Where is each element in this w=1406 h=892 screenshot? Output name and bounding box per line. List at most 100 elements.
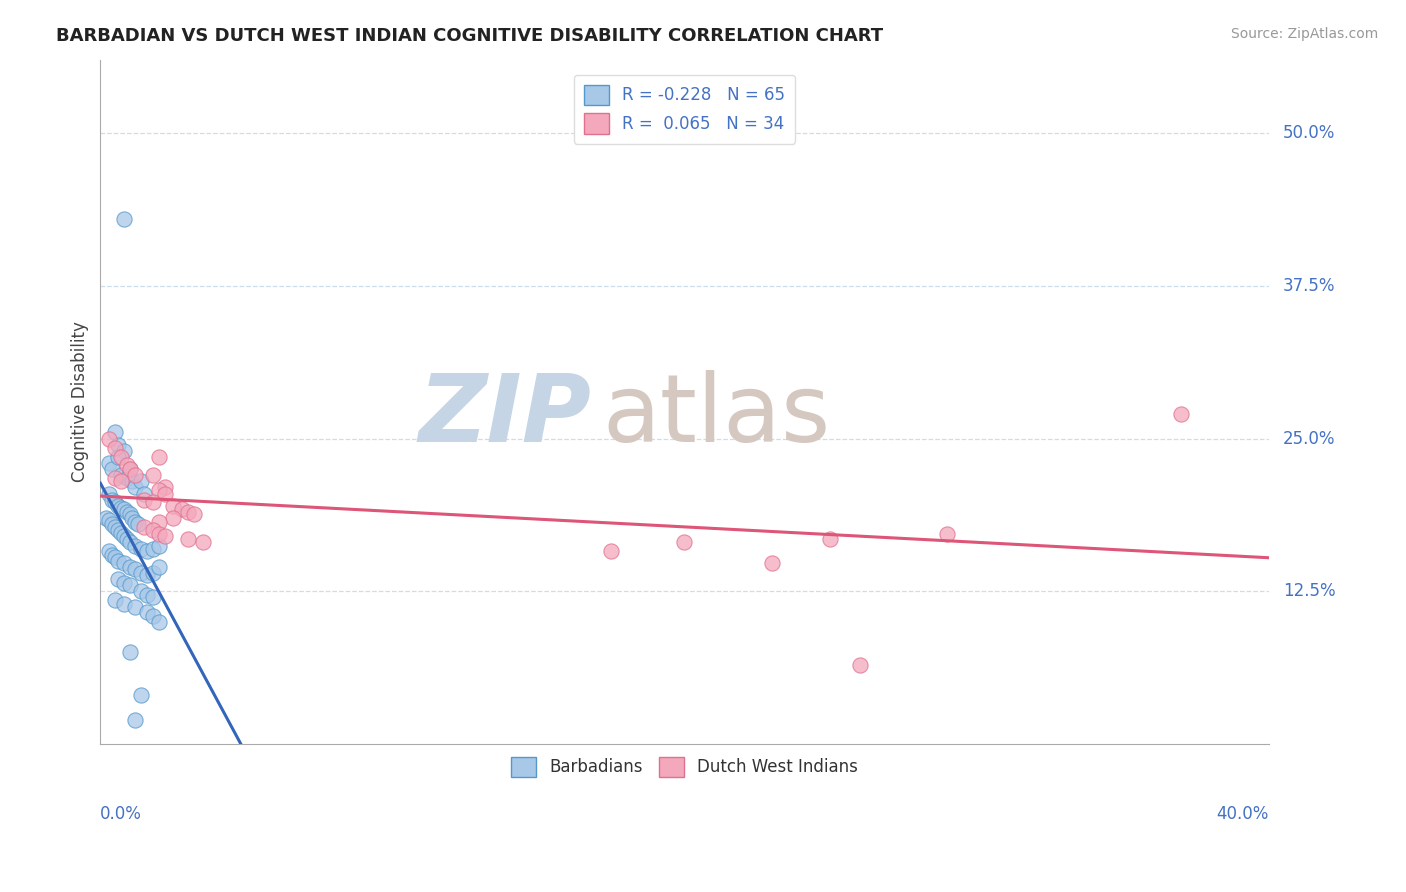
Text: BARBADIAN VS DUTCH WEST INDIAN COGNITIVE DISABILITY CORRELATION CHART: BARBADIAN VS DUTCH WEST INDIAN COGNITIVE… bbox=[56, 27, 883, 45]
Text: atlas: atlas bbox=[603, 369, 831, 461]
Point bbox=[848, 657, 870, 672]
Point bbox=[142, 523, 165, 537]
Point bbox=[124, 562, 146, 576]
Point bbox=[98, 544, 121, 558]
Point bbox=[124, 713, 146, 727]
Point bbox=[134, 492, 156, 507]
Point bbox=[98, 432, 121, 446]
Point bbox=[104, 425, 127, 440]
Point bbox=[183, 508, 205, 522]
Point bbox=[118, 462, 141, 476]
Point bbox=[98, 486, 121, 500]
Point bbox=[112, 211, 135, 226]
Point bbox=[98, 456, 121, 470]
Point bbox=[148, 615, 170, 629]
Point bbox=[136, 588, 159, 602]
Point bbox=[101, 492, 124, 507]
Point bbox=[110, 501, 132, 516]
Point bbox=[142, 468, 165, 483]
Point bbox=[104, 519, 127, 533]
Point bbox=[134, 486, 156, 500]
Point bbox=[191, 535, 214, 549]
Point bbox=[177, 532, 200, 546]
Point bbox=[115, 505, 138, 519]
Point bbox=[104, 495, 127, 509]
Point bbox=[101, 517, 124, 532]
Point bbox=[112, 443, 135, 458]
Text: 0.0%: 0.0% bbox=[100, 805, 142, 823]
Point bbox=[127, 517, 149, 532]
Point bbox=[112, 575, 135, 590]
Point bbox=[148, 527, 170, 541]
Point bbox=[107, 438, 129, 452]
Point bbox=[936, 527, 959, 541]
Legend: Barbadians, Dutch West Indians: Barbadians, Dutch West Indians bbox=[503, 750, 865, 784]
Point bbox=[162, 511, 184, 525]
Point bbox=[110, 475, 132, 489]
Point bbox=[107, 450, 129, 464]
Point bbox=[761, 556, 783, 570]
Point bbox=[142, 591, 165, 605]
Point bbox=[107, 572, 129, 586]
Point bbox=[820, 532, 842, 546]
Point bbox=[134, 519, 156, 533]
Point bbox=[115, 471, 138, 485]
Point bbox=[112, 502, 135, 516]
Point bbox=[104, 593, 127, 607]
Point bbox=[112, 597, 135, 611]
Point bbox=[115, 532, 138, 546]
Point bbox=[177, 505, 200, 519]
Point bbox=[110, 450, 132, 464]
Point bbox=[118, 535, 141, 549]
Point bbox=[124, 480, 146, 494]
Point bbox=[101, 462, 124, 476]
Point bbox=[124, 468, 146, 483]
Text: 50.0%: 50.0% bbox=[1284, 124, 1336, 142]
Point bbox=[129, 475, 152, 489]
Point bbox=[121, 511, 143, 525]
Point bbox=[142, 495, 165, 509]
Text: Source: ZipAtlas.com: Source: ZipAtlas.com bbox=[1230, 27, 1378, 41]
Point bbox=[112, 529, 135, 543]
Point bbox=[148, 483, 170, 497]
Point bbox=[142, 566, 165, 580]
Point bbox=[101, 548, 124, 562]
Point bbox=[148, 539, 170, 553]
Point bbox=[118, 462, 141, 476]
Point bbox=[115, 458, 138, 473]
Point bbox=[148, 450, 170, 464]
Text: ZIP: ZIP bbox=[418, 369, 591, 461]
Point bbox=[124, 600, 146, 615]
Point bbox=[136, 544, 159, 558]
Point bbox=[124, 539, 146, 553]
Point bbox=[162, 499, 184, 513]
Point bbox=[673, 535, 696, 549]
Point bbox=[104, 471, 127, 485]
Point bbox=[148, 515, 170, 529]
Point bbox=[118, 560, 141, 574]
Point bbox=[129, 688, 152, 702]
Point bbox=[129, 541, 152, 556]
Point bbox=[104, 442, 127, 456]
Point bbox=[142, 541, 165, 556]
Point bbox=[118, 508, 141, 522]
Point bbox=[153, 480, 176, 494]
Point bbox=[136, 605, 159, 619]
Text: 40.0%: 40.0% bbox=[1216, 805, 1268, 823]
Point bbox=[153, 486, 176, 500]
Point bbox=[148, 560, 170, 574]
Point bbox=[98, 513, 121, 527]
Text: 12.5%: 12.5% bbox=[1284, 582, 1336, 600]
Point bbox=[112, 556, 135, 570]
Point bbox=[118, 578, 141, 592]
Point bbox=[110, 525, 132, 540]
Text: 37.5%: 37.5% bbox=[1284, 277, 1336, 294]
Point bbox=[129, 584, 152, 599]
Point bbox=[124, 515, 146, 529]
Point bbox=[107, 523, 129, 537]
Y-axis label: Cognitive Disability: Cognitive Disability bbox=[72, 321, 89, 483]
Point bbox=[121, 475, 143, 489]
Point bbox=[172, 502, 194, 516]
Point bbox=[107, 499, 129, 513]
Point bbox=[107, 554, 129, 568]
